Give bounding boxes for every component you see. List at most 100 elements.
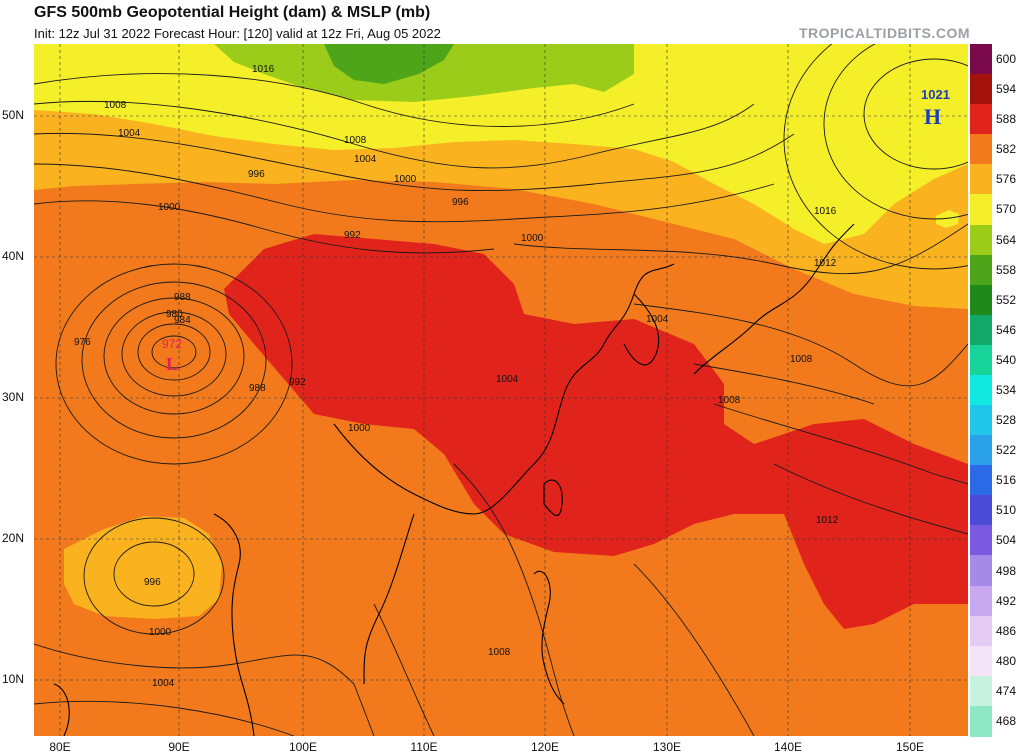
colorbar-swatch-510 [970,495,992,527]
isobar-label: 1000 [149,627,172,638]
isobar-label: 1008 [790,354,813,365]
colorbar-swatch-600 [970,44,992,75]
colorbar-label: 576 [996,172,1017,187]
isobar-label: 1000 [348,423,371,434]
isobar-label: 992 [289,377,306,388]
colorbar-swatch-516 [970,465,992,497]
map-subtitle: Init: 12z Jul 31 2022 Forecast Hour: [12… [34,26,441,41]
isobar-label: 1008 [344,135,367,146]
isobar-label: 1004 [354,154,377,165]
colorbar-swatch-558 [970,254,992,286]
height-fill-558 [324,44,454,84]
colorbar-swatch-594 [970,74,992,106]
colorbar-swatch-588 [970,104,992,136]
lon-label-150e: 150E [895,740,925,754]
colorbar-swatch-534 [970,374,992,406]
colorbar [970,44,992,737]
lon-label-130e: 130E [652,740,682,754]
lat-label-20n: 20N [2,531,25,545]
isobar-label: 1016 [252,64,275,75]
height-fill-576-blob [936,210,959,228]
low-pressure-value: 972 [162,337,182,351]
isobar-label: 996 [248,169,265,180]
isobar-label: 996 [144,577,161,588]
colorbar-label: 600 [996,52,1017,67]
map-title: GFS 500mb Geopotential Height (dam) & MS… [34,4,431,21]
isobar-label: 988 [249,383,266,394]
colorbar-swatch-582 [970,134,992,166]
isobar-label: 1004 [496,374,519,385]
colorbar-swatch-528 [970,405,992,437]
lat-label-40n: 40N [2,249,25,263]
colorbar-label: 534 [996,383,1017,397]
isobar-label: 1012 [816,515,839,526]
lon-label-140e: 140E [773,740,803,754]
high-pressure-marker: H [924,104,941,129]
colorbar-swatch-546 [970,314,992,346]
colorbar-label: 516 [996,473,1017,488]
colorbar-label: 546 [996,322,1017,337]
isobars [34,44,968,736]
colorbar-swatch-522 [970,435,992,467]
isobar-label: 996 [452,197,469,208]
isobar-label: 1004 [646,314,669,325]
isobar-label: 1000 [521,233,544,244]
colorbar-label: 528 [996,413,1017,428]
colorbar-label: 594 [996,82,1017,97]
colorbar-label: 582 [996,142,1017,157]
colorbar-swatch-552 [970,284,992,316]
isobar-label: 1012 [814,258,837,269]
isobar-label: 1000 [158,202,181,213]
lon-gridlines [59,44,911,736]
colorbar-label: 504 [996,533,1017,548]
lon-label-100e: 100E [288,740,318,754]
colorbar-swatch-480 [970,645,992,677]
colorbar-label: 486 [996,623,1017,638]
isobar-label: 1004 [152,678,175,689]
colorbar-swatch-498 [970,555,992,587]
height-fill-588 [224,234,968,629]
isobar-label: 992 [344,230,361,241]
colorbar-label: 564 [996,232,1017,247]
contour-labels: 1016 1008 1004 1000 996 992 988 984 980 … [74,64,839,689]
colorbar-label: 492 [996,593,1017,608]
colorbar-label: 540 [996,352,1017,367]
height-fill-570 [34,44,968,244]
colorbar-label: 468 [996,713,1017,728]
high-pressure-value: 1021 [921,87,950,102]
low-pressure-marker: L [166,354,178,374]
colorbar-label: 498 [996,563,1017,578]
colorbar-swatch-486 [970,615,992,647]
isobar-label: 984 [174,315,191,326]
lon-label-120e: 120E [530,740,560,754]
colorbar-label: 510 [996,503,1017,518]
lat-label-30n: 30N [2,390,25,404]
colorbar-swatch-570 [970,194,992,226]
brand-watermark: TROPICALTIDBITS.COM [798,25,970,41]
isobar-label: 988 [174,292,191,303]
lon-label-110e: 110E [410,740,438,754]
colorbar-swatch-492 [970,585,992,617]
height-fill-576-bay [64,516,222,619]
colorbar-label: 558 [996,262,1017,277]
isobar-label: 1004 [118,128,141,139]
colorbar-swatch-576 [970,164,992,196]
colorbar-swatch-504 [970,525,992,557]
lon-label-80e: 80E [49,740,71,754]
height-fill-564 [214,44,634,102]
lat-label-50n: 50N [2,108,25,122]
coastlines [53,223,855,736]
colorbar-swatch-474 [970,675,992,707]
isobar-label: 1016 [814,206,837,217]
isobar-label: 1008 [104,100,127,111]
weather-map[interactable]: 1016 1008 1004 1000 996 992 988 984 980 … [34,44,968,736]
isobar-label: 1008 [718,395,741,406]
isobar-label: 976 [74,337,91,348]
colorbar-label: 480 [996,653,1017,668]
lon-label-90e: 90E [168,740,190,754]
colorbar-swatch-468 [970,705,992,737]
colorbar-label: 552 [996,292,1017,307]
colorbar-label: 588 [996,112,1017,127]
isobar-label: 1008 [488,647,511,658]
colorbar-label: 522 [996,443,1017,458]
